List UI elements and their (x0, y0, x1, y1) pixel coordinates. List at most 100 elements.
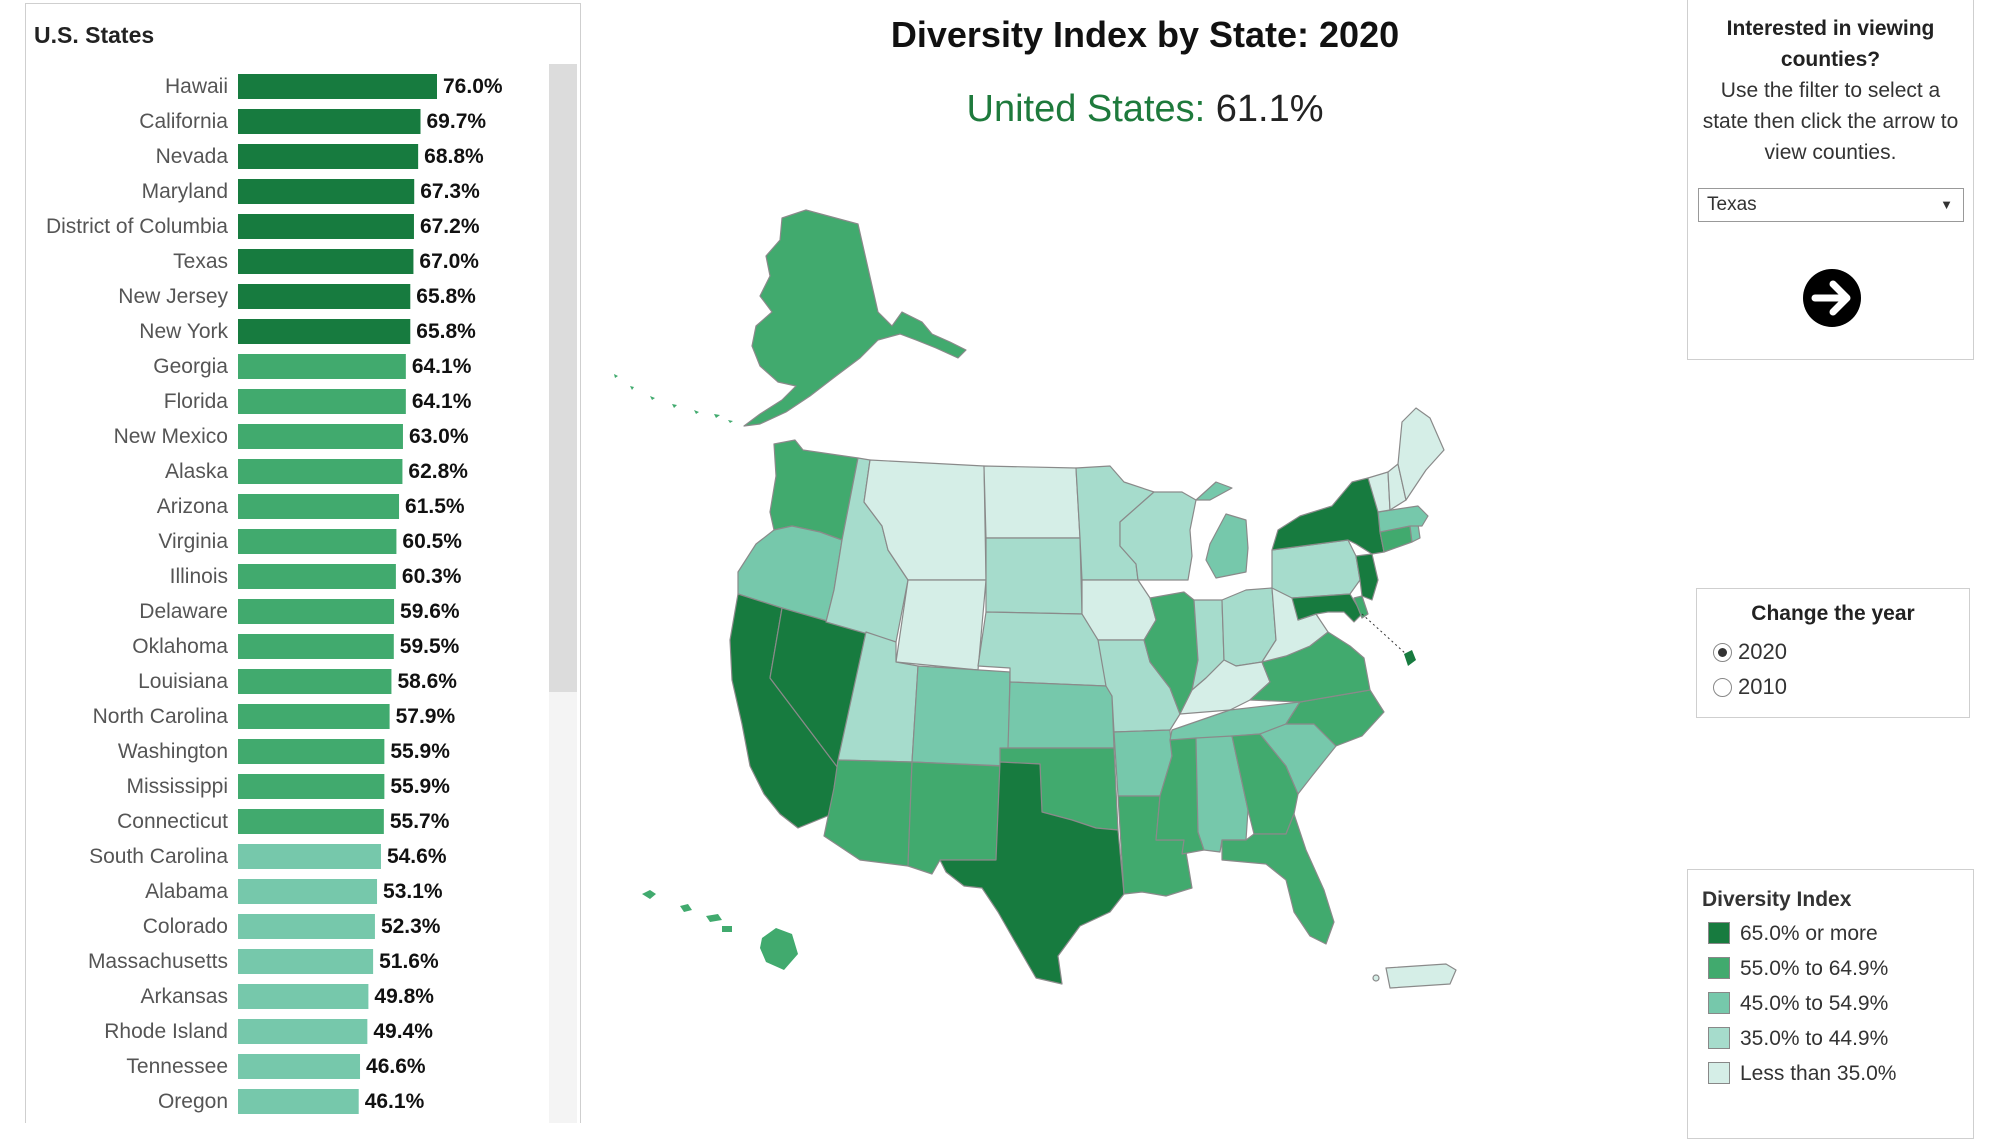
bar-value-label: 67.3% (420, 180, 480, 203)
bar-value-label: 64.1% (412, 355, 472, 378)
bar-mark[interactable] (238, 249, 414, 274)
bar-mark[interactable] (238, 74, 437, 99)
legend-panel: Diversity Index 65.0% or more 55.0% to 6… (1687, 869, 1974, 1139)
states-bar-panel: U.S. States Hawaii 76.0% California 69.7% Ne… (25, 3, 581, 1123)
county-filter-hint: Use the filter to select a state then cl… (1702, 79, 1959, 164)
map-state-district-of-columbia[interactable] (1404, 650, 1416, 666)
bar-category-label: Oklahoma (132, 635, 228, 658)
map-state-florida[interactable] (1221, 813, 1335, 945)
map-state-wisconsin[interactable] (1119, 491, 1197, 581)
bar-mark[interactable] (238, 424, 403, 449)
map-state-wyoming[interactable] (895, 579, 987, 671)
bar-category-label: Oregon (158, 1090, 228, 1113)
map-state-alaska[interactable] (743, 209, 967, 427)
map-state-texas[interactable] (939, 761, 1125, 985)
bar-category-label: Alaska (165, 460, 228, 483)
bar-value-label: 55.7% (390, 810, 450, 833)
bar-category-label: Hawaii (165, 75, 228, 98)
bar-mark[interactable] (238, 179, 415, 204)
year-option-2020[interactable]: 2020 (1713, 639, 1787, 665)
bar-category-label: New Mexico (114, 425, 228, 448)
bar-value-label: 52.3% (381, 915, 441, 938)
bar-category-label: Louisiana (138, 670, 228, 693)
legend-item: 65.0% or more (1708, 922, 1878, 946)
map-state-pennsylvania[interactable] (1271, 539, 1361, 599)
bar-value-label: 51.6% (379, 950, 439, 973)
legend-title: Diversity Index (1702, 888, 1852, 911)
bar-mark[interactable] (238, 984, 369, 1009)
map-state-kansas[interactable] (1007, 681, 1115, 749)
map-state-arizona[interactable] (823, 759, 913, 867)
bar-mark[interactable] (238, 319, 411, 344)
bar-mark[interactable] (238, 879, 378, 904)
map-state-iowa[interactable] (1081, 579, 1157, 641)
bar-value-label: 65.8% (416, 285, 476, 308)
bar-category-label: Texas (173, 250, 228, 273)
bar-mark[interactable] (238, 739, 385, 764)
bar-mark[interactable] (238, 844, 381, 869)
map-state-maryland[interactable] (1291, 593, 1363, 623)
map-state-michigan[interactable] (1195, 481, 1249, 579)
map-state-massachusetts[interactable] (1377, 505, 1429, 533)
bar-mark[interactable] (238, 144, 419, 169)
bar-category-label: Connecticut (117, 810, 228, 833)
bar-mark[interactable] (238, 1089, 359, 1114)
legend-label: 65.0% or more (1740, 922, 1878, 945)
bar-mark[interactable] (238, 669, 392, 694)
bar-mark[interactable] (238, 704, 390, 729)
bar-category-label: Virginia (158, 530, 228, 553)
map-state-delaware[interactable] (1353, 595, 1369, 619)
bar-category-label: Nevada (156, 145, 229, 168)
bar-value-label: 67.0% (419, 250, 479, 273)
bar-mark[interactable] (238, 634, 394, 659)
arrow-right-circle-icon[interactable] (1801, 267, 1863, 329)
bar-category-label: New Jersey (118, 285, 228, 308)
state-select-dropdown[interactable]: Texas ▼ (1698, 188, 1964, 222)
map-state-maine[interactable] (1397, 407, 1445, 501)
bar-category-label: Alabama (145, 880, 228, 903)
bar-mark[interactable] (238, 354, 406, 379)
bar-mark[interactable] (238, 494, 400, 519)
bar-mark[interactable] (238, 214, 414, 239)
bar-category-label: Colorado (143, 915, 228, 938)
map-state-kentucky[interactable] (1179, 659, 1271, 715)
bar-mark[interactable] (238, 109, 421, 134)
us-summary-value: 61.1% (1215, 88, 1324, 130)
bar-mark[interactable] (238, 529, 397, 554)
year-option-2010[interactable]: 2010 (1713, 674, 1787, 700)
map-territory-puerto-rico[interactable] (1385, 963, 1457, 989)
bar-mark[interactable] (238, 914, 375, 939)
map-state-hawaii[interactable] (642, 890, 798, 970)
map-state-north-carolina[interactable] (1285, 689, 1385, 747)
us-choropleth-map[interactable] (610, 200, 1660, 1010)
map-state-rhode-island[interactable] (1409, 523, 1421, 543)
map-state-new-york[interactable] (1271, 477, 1385, 555)
legend-swatch (1708, 957, 1730, 979)
map-state-colorado[interactable] (911, 665, 1011, 767)
bar-value-label: 46.1% (365, 1090, 425, 1113)
states-bar-chart: Hawaii 76.0% California 69.7% Nevada 68.8% Mar… (46, 74, 503, 1114)
bar-mark[interactable] (238, 284, 411, 309)
radio-selected-icon[interactable] (1713, 643, 1732, 662)
bar-value-label: 60.5% (402, 530, 462, 553)
bar-mark[interactable] (238, 564, 396, 589)
map-state-new-mexico[interactable] (907, 761, 1001, 875)
bar-mark[interactable] (238, 1019, 368, 1044)
bar-mark[interactable] (238, 809, 384, 834)
scrollbar-thumb[interactable] (549, 64, 577, 692)
bar-mark[interactable] (238, 774, 385, 799)
bar-value-label: 60.3% (402, 565, 462, 588)
map-alaska-islands (614, 374, 733, 423)
bar-mark[interactable] (238, 1054, 361, 1079)
bar-mark[interactable] (238, 389, 406, 414)
bar-mark[interactable] (238, 949, 374, 974)
bar-value-label: 57.9% (396, 705, 456, 728)
map-state-south-dakota[interactable] (985, 537, 1083, 615)
bar-category-label: Maryland (142, 180, 228, 203)
bar-category-label: North Carolina (93, 705, 229, 728)
bar-mark[interactable] (238, 599, 395, 624)
bar-mark[interactable] (238, 459, 403, 484)
radio-unselected-icon[interactable] (1713, 678, 1732, 697)
map-state-new-jersey[interactable] (1355, 553, 1379, 601)
map-state-north-dakota[interactable] (983, 465, 1081, 539)
